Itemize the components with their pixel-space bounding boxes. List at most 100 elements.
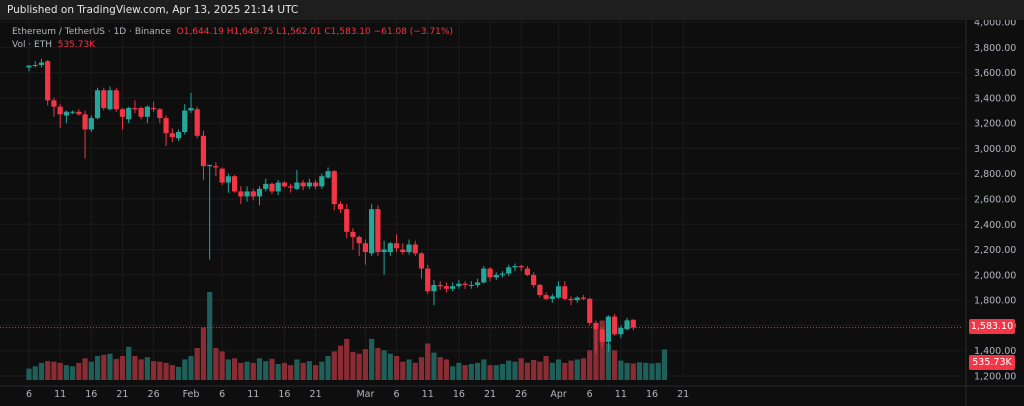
x-tick-label: 16 — [453, 389, 465, 400]
legend-low: L1,562.01 — [276, 27, 322, 37]
candle-body — [468, 284, 474, 286]
volume-bar — [175, 366, 182, 380]
volume-bar — [344, 338, 350, 380]
volume-bar — [543, 356, 549, 380]
x-tick-label: 11 — [422, 389, 434, 400]
volume-bar — [151, 361, 157, 380]
volume-bar — [356, 353, 362, 380]
y-tick-label: 1,200.00 — [974, 372, 1016, 383]
candle-body — [624, 320, 630, 330]
volume-bar — [157, 361, 163, 380]
candle-body — [456, 283, 462, 287]
candle-body — [294, 182, 300, 189]
candle-body — [45, 61, 51, 101]
volume-bar — [126, 346, 132, 380]
legend-close: C1,583.10 — [324, 27, 371, 37]
candle-body — [499, 273, 506, 275]
chart-area[interactable]: 1,200.001,400.001,600.001,800.002,000.00… — [0, 20, 1024, 406]
volume-bar — [213, 348, 219, 380]
volume-bar — [238, 362, 244, 380]
volume-bar — [512, 361, 518, 380]
y-tick-label: 3,800.00 — [974, 43, 1016, 54]
volume-bar — [580, 358, 587, 380]
candle-body — [263, 183, 269, 189]
candle-body — [188, 107, 194, 111]
volume-bar — [418, 357, 425, 380]
volume-bar — [531, 360, 537, 380]
published-label: Published on TradingView.com, Apr 13, 20… — [7, 4, 299, 16]
x-tick-label: 21 — [677, 389, 689, 400]
volume-bar — [51, 361, 57, 380]
x-tick-label: 26 — [148, 389, 160, 400]
volume-bar — [312, 365, 319, 380]
candle-body — [331, 171, 337, 205]
candle-body — [238, 191, 244, 197]
volume-bar — [94, 356, 101, 380]
candle-body — [605, 316, 611, 342]
candle-body — [387, 243, 393, 253]
candle-body — [587, 298, 593, 323]
volume-bar — [555, 359, 562, 380]
candle-body — [443, 286, 450, 289]
candlestick-chart[interactable]: 1,200.001,400.001,600.001,800.002,000.00… — [0, 20, 1024, 406]
candle-body — [175, 131, 182, 139]
volume-bar — [63, 365, 69, 380]
x-tick-label: Apr — [550, 389, 567, 400]
y-tick-label: 2,400.00 — [974, 220, 1016, 231]
candle-body — [630, 319, 636, 328]
candle-body — [163, 118, 169, 134]
volume-bar — [163, 362, 169, 380]
volume-bar — [200, 327, 207, 380]
volume-bar — [381, 350, 387, 380]
candle-body — [200, 135, 207, 167]
legend-symbol[interactable]: Ethereum / TetherUS · 1D · Binance — [12, 27, 171, 37]
x-tick-label: Mar — [356, 389, 374, 400]
volume-bar — [263, 361, 269, 380]
candle-body — [63, 111, 69, 116]
candle-body — [312, 182, 319, 187]
candle-body — [70, 111, 76, 113]
x-tick-label: Feb — [183, 389, 200, 400]
candle-body — [213, 166, 219, 168]
x-tick-label: 21 — [310, 389, 322, 400]
candle-body — [518, 266, 524, 268]
volume-bar — [244, 361, 250, 380]
volume-bar — [76, 362, 82, 380]
volume-bar — [462, 365, 468, 380]
y-tick-label: 2,800.00 — [974, 169, 1016, 180]
candle-body — [169, 133, 175, 138]
volume-bar — [425, 343, 431, 380]
volume-bar — [412, 362, 418, 380]
volume-bar — [605, 343, 611, 380]
candle-body — [126, 107, 132, 120]
candle-body — [593, 322, 599, 330]
candle-body — [555, 286, 562, 298]
legend-volume-label[interactable]: Vol · ETH — [12, 40, 52, 50]
candle-body — [493, 274, 499, 278]
volume-bar — [468, 364, 474, 380]
candle-body — [406, 244, 412, 253]
volume-bar — [319, 361, 325, 380]
volume-bar — [288, 365, 294, 380]
volume-bar — [331, 351, 337, 380]
volume-bar — [88, 361, 94, 380]
candle-body — [182, 110, 188, 132]
legend-change: −61.08 (−3.71%) — [373, 27, 453, 37]
volume-bar — [506, 360, 512, 380]
x-tick-label: 16 — [278, 389, 290, 400]
candle-body — [431, 284, 437, 292]
candle-body — [393, 243, 400, 249]
volume-bar — [32, 366, 38, 380]
legend-volume-row: Vol · ETH 535.73K — [12, 40, 95, 50]
volume-bar — [630, 363, 636, 380]
volume-bar — [369, 338, 375, 380]
volume-bar — [474, 362, 481, 380]
candle-body — [244, 191, 250, 197]
volume-bar — [612, 350, 618, 380]
volume-bar — [350, 352, 356, 380]
candle-body — [612, 316, 618, 335]
candle-body — [462, 283, 468, 285]
legend-symbol-row: Ethereum / TetherUS · 1D · Binance O1,64… — [12, 27, 453, 37]
legend-volume-value: 535.73K — [57, 40, 96, 50]
